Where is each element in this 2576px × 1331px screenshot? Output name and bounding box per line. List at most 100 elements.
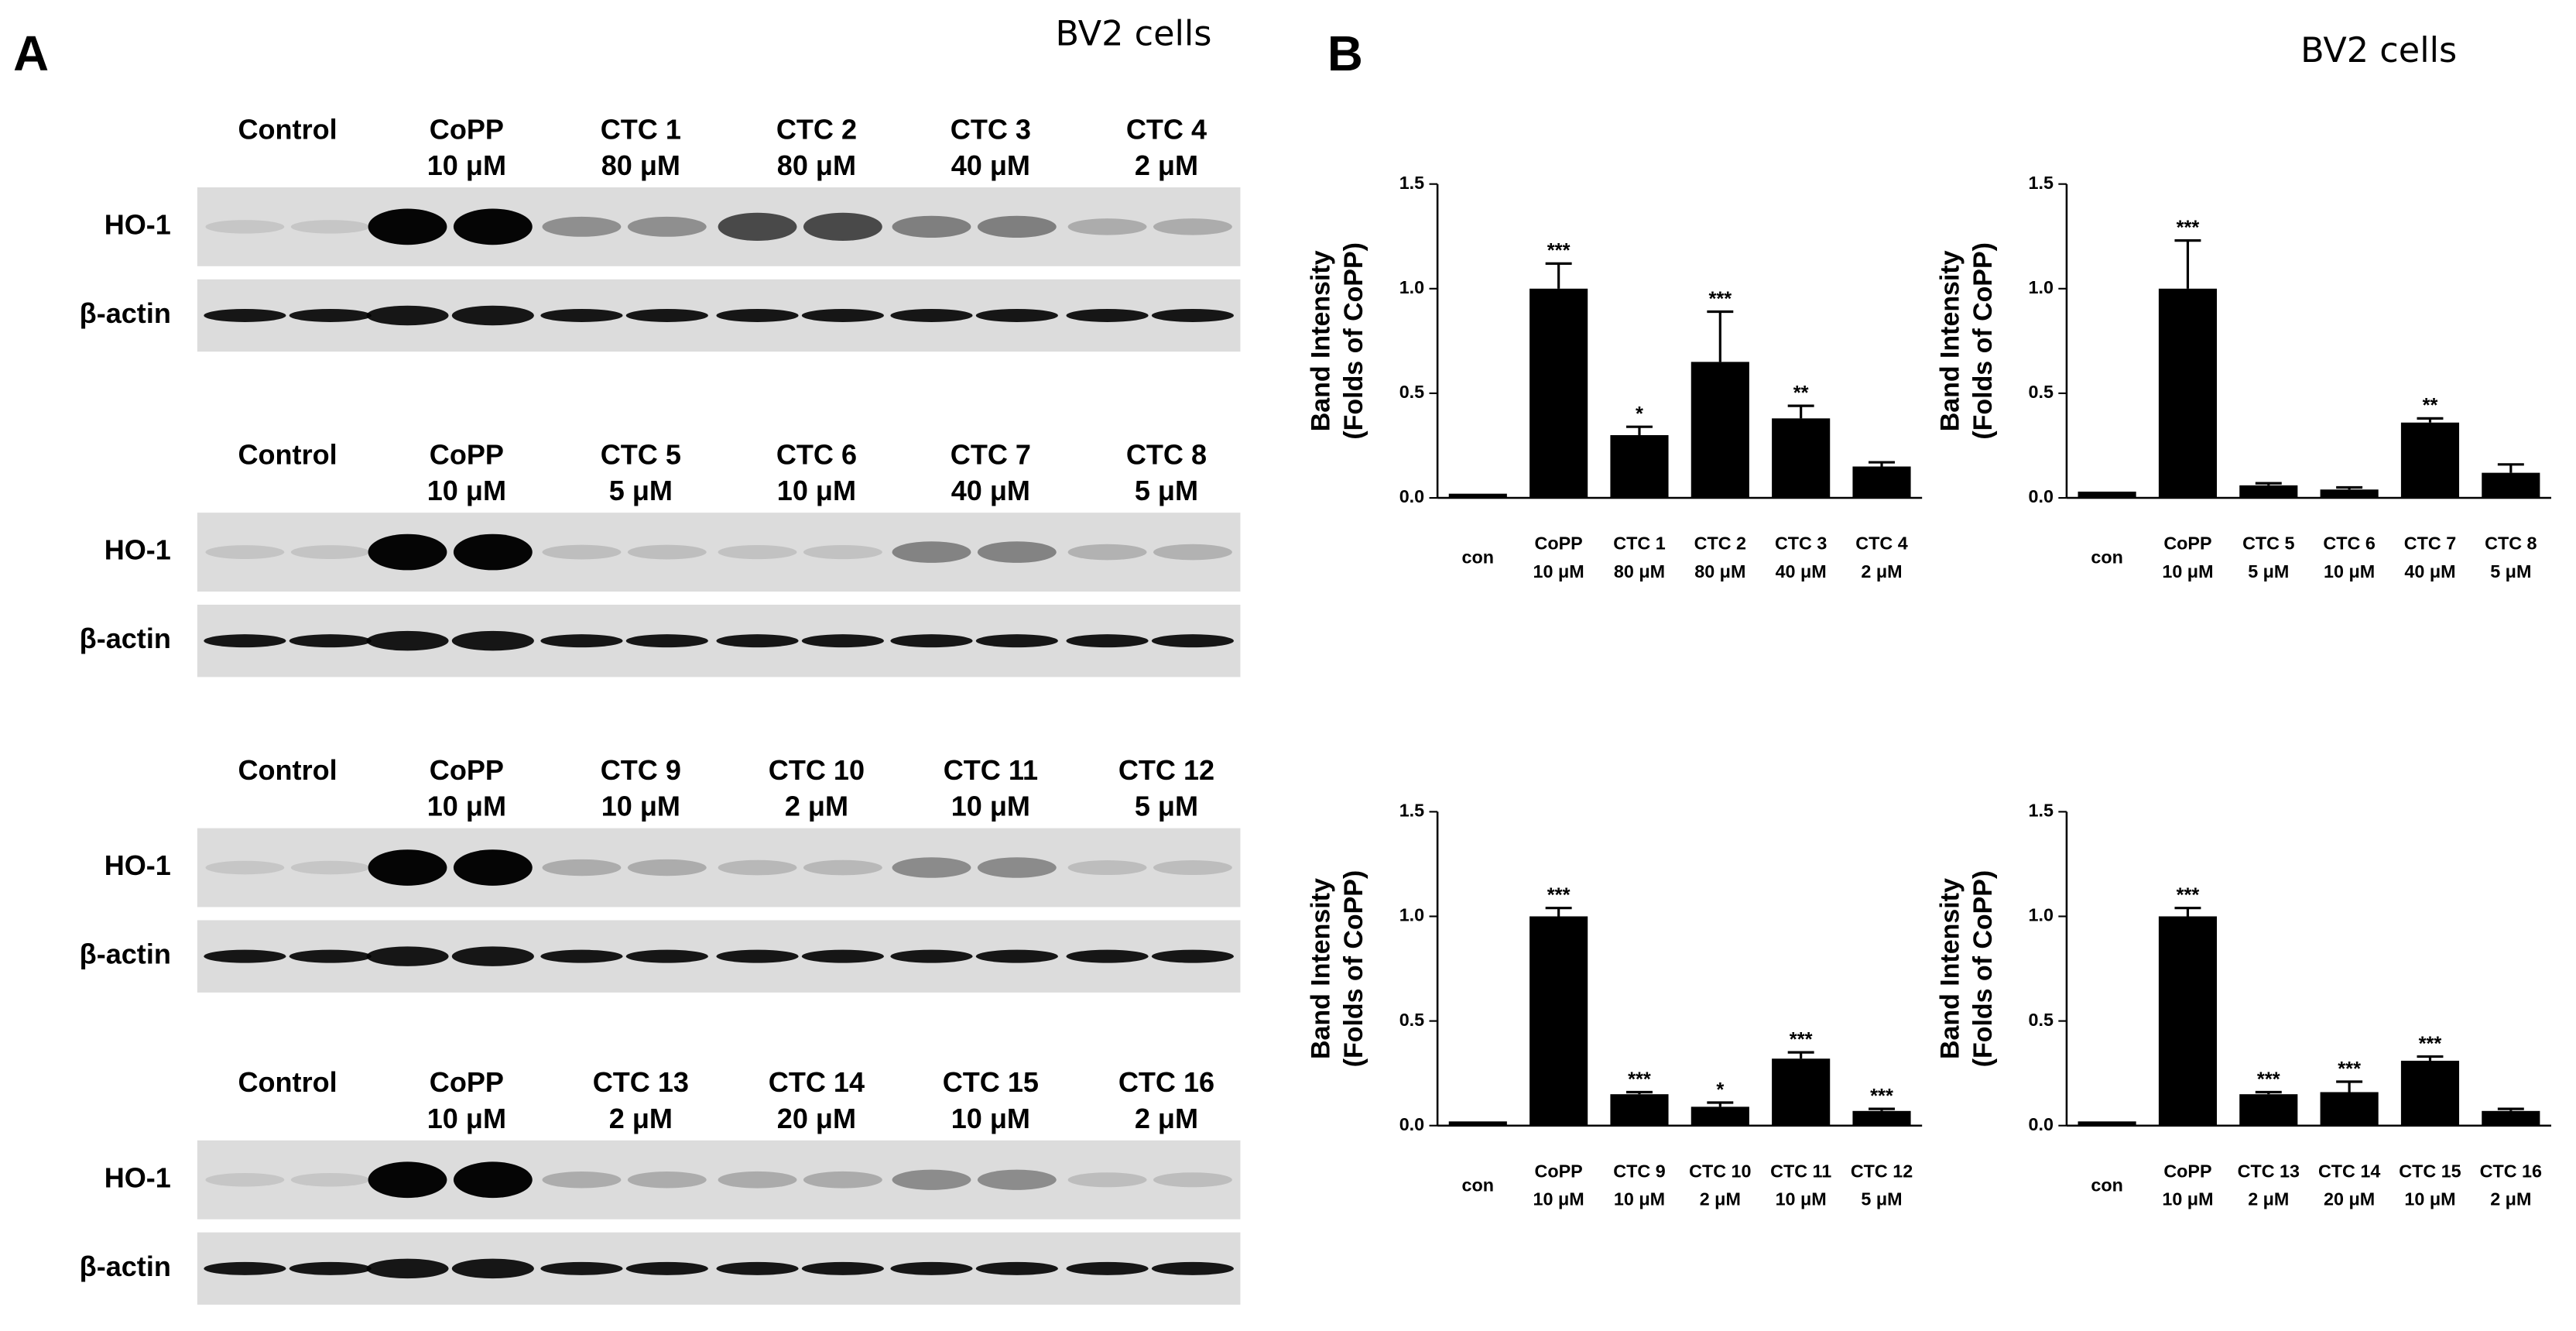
lane-label: 10 μM xyxy=(427,475,506,506)
significance: *** xyxy=(2419,1033,2442,1055)
lane-label: CTC 6 xyxy=(776,439,857,471)
lane-label: Control xyxy=(238,439,337,471)
x-tick-label: con xyxy=(1462,547,1494,568)
actin-band xyxy=(890,308,973,322)
actin-band xyxy=(289,634,372,648)
lane-label: CTC 2 xyxy=(776,113,857,145)
lane-label: CTC 14 xyxy=(769,1066,865,1098)
ho1-band xyxy=(1153,218,1232,235)
actin-band xyxy=(366,630,449,651)
y-tick-label: 0.5 xyxy=(2029,382,2054,402)
significance: *** xyxy=(1547,240,1571,262)
x-tick-label: 40 μM xyxy=(1776,561,1827,581)
actin-band xyxy=(451,630,534,651)
x-tick-label: 2 μM xyxy=(2248,1189,2289,1209)
ho1-band xyxy=(542,859,622,876)
lane-label: 80 μM xyxy=(777,149,856,181)
bar xyxy=(2078,1121,2136,1126)
x-tick-label: con xyxy=(2091,1175,2122,1195)
y-tick-label: 1.5 xyxy=(2029,801,2054,821)
actin-band xyxy=(1066,634,1149,648)
y-tick-label: 0.5 xyxy=(1399,382,1424,402)
actin-band xyxy=(289,1261,372,1275)
actin-band xyxy=(204,308,286,322)
ho1-band xyxy=(453,208,533,245)
lane-label: CTC 7 xyxy=(951,439,1031,471)
bar xyxy=(2239,485,2298,499)
actin-band xyxy=(204,634,286,648)
actin-band xyxy=(801,949,884,963)
y-tick-label: 0.0 xyxy=(1399,1114,1424,1134)
lane-label: Control xyxy=(238,113,337,145)
bar xyxy=(2320,489,2379,499)
y-tick-label: 0.0 xyxy=(1399,486,1424,506)
bar xyxy=(2320,1092,2379,1126)
ho1-band xyxy=(803,1171,882,1189)
ho1-band xyxy=(368,1161,447,1199)
lane-label: 10 μM xyxy=(951,1103,1030,1134)
lane-label: 5 μM xyxy=(1135,475,1198,506)
actin-band xyxy=(716,1261,799,1275)
ho1-band xyxy=(290,860,370,875)
x-tick-label: 10 μM xyxy=(1533,561,1584,581)
x-tick-label: 10 μM xyxy=(1776,1189,1827,1209)
ho1-band xyxy=(803,544,882,560)
lane-label: CoPP xyxy=(430,113,504,145)
bar xyxy=(1690,362,1749,499)
ho1-band xyxy=(290,220,370,234)
panel-title: BV2 cells xyxy=(2300,30,2457,70)
actin-band xyxy=(890,1261,973,1275)
x-tick-label: 10 μM xyxy=(2162,1189,2213,1209)
x-tick-label: 2 μM xyxy=(1700,1189,1741,1209)
actin-band xyxy=(625,634,708,648)
x-tick-label: CTC 5 xyxy=(2242,533,2294,554)
lane-label: CTC 16 xyxy=(1118,1066,1214,1098)
panel-title: BV2 cells xyxy=(1055,14,1211,54)
x-tick-label: CTC 7 xyxy=(2404,533,2456,554)
x-tick-label: CTC 13 xyxy=(2238,1161,2300,1181)
actin-band xyxy=(716,308,799,322)
ho1-band xyxy=(1067,218,1147,235)
y-axis-label: Band Intensity xyxy=(1935,250,1965,431)
x-tick-label: con xyxy=(1462,1175,1494,1195)
significance: *** xyxy=(1790,1029,1813,1051)
lane-label: 2 μM xyxy=(609,1103,673,1134)
y-axis-label: Band Intensity xyxy=(1935,878,1965,1059)
lane-label: CTC 3 xyxy=(951,113,1031,145)
x-tick-label: 80 μM xyxy=(1614,561,1665,581)
lane-label: 10 μM xyxy=(601,791,680,822)
bar xyxy=(1852,466,1911,499)
x-tick-label: 10 μM xyxy=(2324,561,2375,581)
ho1-band xyxy=(977,541,1057,563)
bar xyxy=(1852,1110,1911,1126)
lane-label: CoPP xyxy=(430,1066,504,1098)
actin-band xyxy=(1151,949,1234,963)
actin-band xyxy=(204,949,286,963)
bar xyxy=(2400,1060,2460,1126)
y-axis-label: Band Intensity xyxy=(1307,878,1336,1059)
ho1-band xyxy=(892,857,971,878)
panel-label: B xyxy=(1327,26,1363,81)
significance: ** xyxy=(1793,382,1809,404)
y-axis-label: (Folds of CoPP) xyxy=(1968,242,1998,440)
x-tick-label: 20 μM xyxy=(2324,1189,2375,1209)
bar xyxy=(1772,418,1831,499)
actin-band xyxy=(1151,634,1234,648)
ho1-band xyxy=(977,857,1057,878)
x-tick-label: 5 μM xyxy=(2248,561,2289,581)
x-tick-label: CTC 9 xyxy=(1613,1161,1665,1181)
lane-label: CTC 9 xyxy=(601,754,681,786)
row-label: β-actin xyxy=(80,938,171,970)
y-tick-label: 1.0 xyxy=(1399,277,1424,297)
actin-band xyxy=(540,1261,623,1275)
row-label: HO-1 xyxy=(104,1161,171,1193)
x-tick-label: 40 μM xyxy=(2404,561,2455,581)
lane-label: CTC 4 xyxy=(1126,113,1207,145)
actin-band xyxy=(890,634,973,648)
ho1-band xyxy=(205,860,285,875)
actin-band xyxy=(625,1261,708,1275)
significance: * xyxy=(1636,403,1643,425)
bar xyxy=(1448,493,1507,499)
lane-label: CTC 1 xyxy=(601,113,681,145)
x-tick-label: CoPP xyxy=(1535,1161,1583,1181)
